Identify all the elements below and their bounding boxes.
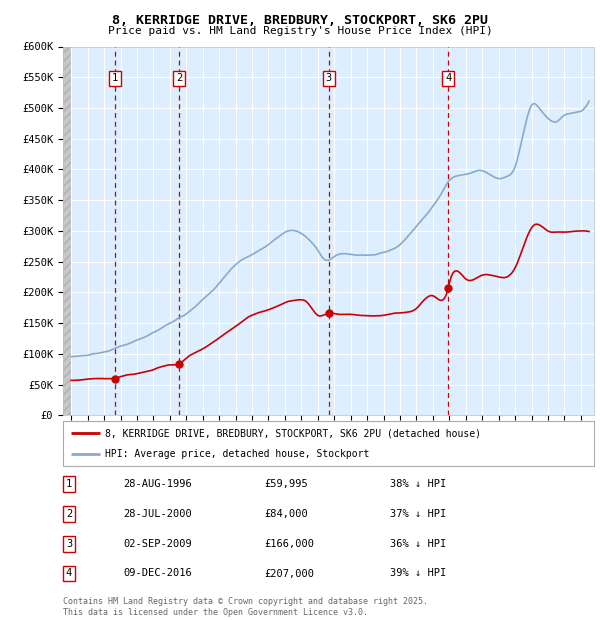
Text: 02-SEP-2009: 02-SEP-2009 <box>123 539 192 549</box>
Text: 39% ↓ HPI: 39% ↓ HPI <box>390 569 446 578</box>
Text: 8, KERRIDGE DRIVE, BREDBURY, STOCKPORT, SK6 2PU (detached house): 8, KERRIDGE DRIVE, BREDBURY, STOCKPORT, … <box>106 428 481 438</box>
Text: HPI: Average price, detached house, Stockport: HPI: Average price, detached house, Stoc… <box>106 449 370 459</box>
FancyBboxPatch shape <box>63 421 594 466</box>
Text: 4: 4 <box>445 74 451 84</box>
Text: 09-DEC-2016: 09-DEC-2016 <box>123 569 192 578</box>
Text: £207,000: £207,000 <box>264 569 314 578</box>
Text: 3: 3 <box>66 539 72 549</box>
Text: £84,000: £84,000 <box>264 509 308 519</box>
Text: 4: 4 <box>66 569 72 578</box>
Text: 37% ↓ HPI: 37% ↓ HPI <box>390 509 446 519</box>
Text: 38% ↓ HPI: 38% ↓ HPI <box>390 479 446 489</box>
Text: Price paid vs. HM Land Registry's House Price Index (HPI): Price paid vs. HM Land Registry's House … <box>107 26 493 36</box>
Text: 1: 1 <box>66 479 72 489</box>
Text: £166,000: £166,000 <box>264 539 314 549</box>
Bar <box>63 46 71 415</box>
Text: 2: 2 <box>176 74 182 84</box>
Text: 1: 1 <box>112 74 118 84</box>
Text: 3: 3 <box>326 74 332 84</box>
Text: 8, KERRIDGE DRIVE, BREDBURY, STOCKPORT, SK6 2PU: 8, KERRIDGE DRIVE, BREDBURY, STOCKPORT, … <box>112 14 488 27</box>
Text: 28-AUG-1996: 28-AUG-1996 <box>123 479 192 489</box>
Text: £59,995: £59,995 <box>264 479 308 489</box>
Text: 36% ↓ HPI: 36% ↓ HPI <box>390 539 446 549</box>
Text: 28-JUL-2000: 28-JUL-2000 <box>123 509 192 519</box>
Text: Contains HM Land Registry data © Crown copyright and database right 2025.
This d: Contains HM Land Registry data © Crown c… <box>63 598 428 617</box>
Text: 2: 2 <box>66 509 72 519</box>
